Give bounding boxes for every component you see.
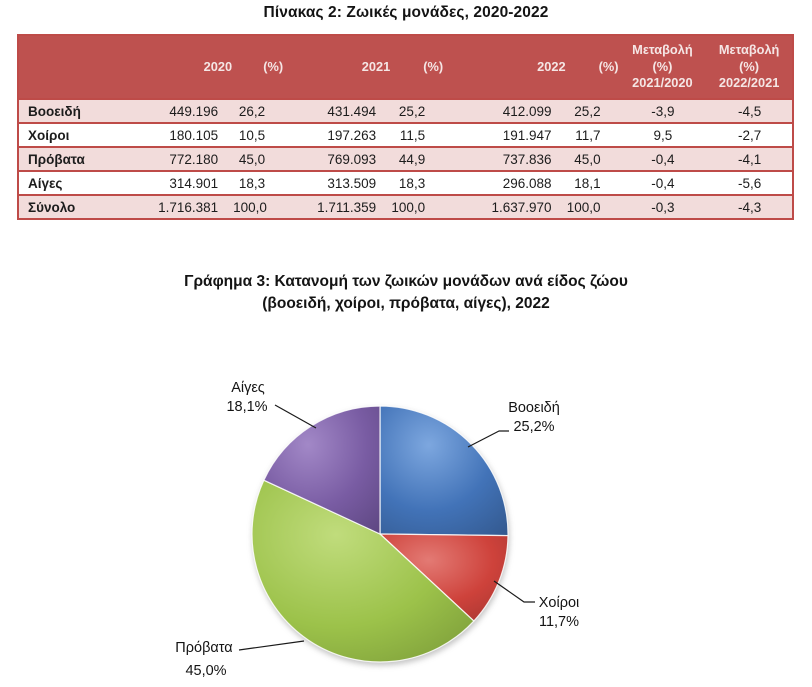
table-row-cattle: Βοοειδή 449.196 26,2 431.494 25,2 412.09… xyxy=(18,99,793,123)
cell-2022: 191.947 xyxy=(502,127,552,143)
pie-label-goats-pct: 18,1% xyxy=(226,399,267,415)
cell-pct-2022: 45,0 xyxy=(574,151,601,167)
cell-pct-2020: 100,0 xyxy=(233,199,267,215)
row-label: Βοοειδή xyxy=(28,103,81,119)
col-header-pct-2020: (%) xyxy=(232,35,284,99)
animal-units-table: 2020 (%) 2021 (%) 2022 (%) Μεταβολή (%) … xyxy=(17,34,794,220)
cell-2021: 197.263 xyxy=(327,127,377,143)
cell-2021: 431.494 xyxy=(327,103,377,119)
pie-slice-Βοοειδή xyxy=(379,405,509,537)
table-row-pigs: Χοίροι 180.105 10,5 197.263 11,5 191.947… xyxy=(18,123,793,147)
cell-2022: 737.836 xyxy=(502,151,552,167)
cell-pct-2022: 18,1 xyxy=(574,175,601,191)
cell-pct-2020: 18,3 xyxy=(238,175,266,191)
leader-line-sheep xyxy=(238,640,305,651)
animal-units-table-wrap: 2020 (%) 2021 (%) 2022 (%) Μεταβολή (%) … xyxy=(17,34,794,220)
cell-pct-2021: 44,9 xyxy=(398,151,426,167)
cell-pct-2021: 18,3 xyxy=(398,175,426,191)
cell-change-1: -0,4 xyxy=(651,151,675,167)
cell-2020: 180.105 xyxy=(169,127,219,143)
pie-label-sheep-pct: 45,0% xyxy=(185,663,226,679)
cell-pct-2020: 26,2 xyxy=(238,103,266,119)
chart-title-line1: Γράφημα 3: Κατανομή των ζωικών μονάδων α… xyxy=(184,273,628,290)
chart-title: Γράφημα 3: Κατανομή των ζωικών μονάδων α… xyxy=(0,271,812,314)
cell-change-1: 9,5 xyxy=(653,127,673,143)
col-header-2022: 2022 xyxy=(443,35,566,99)
col-header-change-2022-2021: Μεταβολή (%) 2022/2021 xyxy=(706,35,793,99)
cell-pct-2022: 100,0 xyxy=(566,199,601,215)
cell-change-2: -4,1 xyxy=(738,151,762,167)
row-label: Σύνολο xyxy=(28,199,76,215)
pie-slice-Χοίροι xyxy=(378,533,509,622)
cell-change-1: -0,4 xyxy=(651,175,675,191)
cell-pct-2020: 10,5 xyxy=(238,127,266,143)
cell-2022: 1.637.970 xyxy=(491,199,552,215)
cell-2020: 1.716.381 xyxy=(158,199,219,215)
col-header-blank xyxy=(18,35,136,99)
pie-label-cattle-name: Βοοειδή xyxy=(508,400,560,416)
cell-change-1: -3,9 xyxy=(651,103,675,119)
col-header-2020: 2020 xyxy=(135,35,233,99)
cell-2020: 772.180 xyxy=(169,151,219,167)
table-row-sheep: Πρόβατα 772.180 45,0 769.093 44,9 737.83… xyxy=(18,147,793,171)
leader-line-pigs xyxy=(493,580,535,603)
pie-label-pigs-name: Χοίροι xyxy=(539,595,580,611)
col-header-change-2021-2020: Μεταβολή (%) 2021/2020 xyxy=(618,35,707,99)
table-title: Πίνακας 2: Ζωικές μονάδες, 2020-2022 xyxy=(263,4,549,21)
cell-pct-2021: 25,2 xyxy=(398,103,426,119)
table-row-total: Σύνολο 1.716.381 100,0 1.711.359 100,0 1… xyxy=(18,195,793,219)
pie-label-cattle-pct: 25,2% xyxy=(513,419,554,435)
row-label: Χοίροι xyxy=(28,127,70,143)
col-header-2021: 2021 xyxy=(283,35,391,99)
pie-label-goats-name: Αίγες xyxy=(231,380,265,396)
cell-2020: 314.901 xyxy=(169,175,219,191)
cell-2021: 769.093 xyxy=(327,151,377,167)
leader-line-cattle xyxy=(467,430,509,448)
cell-pct-2022: 25,2 xyxy=(574,103,601,119)
table-row-goats: Αίγες 314.901 18,3 313.509 18,3 296.088 … xyxy=(18,171,793,195)
cell-2021: 1.711.359 xyxy=(317,199,377,215)
col-header-pct-2022: (%) xyxy=(565,35,619,99)
cell-2022: 412.099 xyxy=(502,103,552,119)
cell-pct-2020: 45,0 xyxy=(238,151,266,167)
cell-2020: 449.196 xyxy=(169,103,219,119)
pie-slices xyxy=(251,405,509,663)
pie-slice-Πρόβατα xyxy=(251,479,475,663)
cell-change-2: -4,3 xyxy=(738,199,762,215)
cell-change-2: -4,5 xyxy=(738,103,762,119)
row-label: Αίγες xyxy=(28,175,63,191)
row-label: Πρόβατα xyxy=(28,151,85,167)
pie-chart-svg: Αίγες 18,1% Βοοειδή 25,2% Χοίροι 11,7% Π… xyxy=(175,380,580,679)
cell-change-2: -2,7 xyxy=(738,127,762,143)
chart-title-line2: (βοοειδή, χοίροι, πρόβατα, αίγες), 2022 xyxy=(262,294,550,312)
pie-slice-Αίγες xyxy=(263,405,381,535)
cell-2022: 296.088 xyxy=(502,175,552,191)
cell-change-1: -0,3 xyxy=(651,199,675,215)
cell-pct-2021: 11,5 xyxy=(399,127,426,143)
pie-label-pigs-pct: 11,7% xyxy=(539,614,579,630)
cell-2021: 313.509 xyxy=(327,175,377,191)
leader-line-goats xyxy=(274,404,317,429)
cell-pct-2022: 11,7 xyxy=(575,127,601,143)
pie-label-sheep-name: Πρόβατα xyxy=(175,640,232,656)
header-row: 2020 (%) 2021 (%) 2022 (%) Μεταβολή (%) … xyxy=(18,35,793,99)
col-header-pct-2021: (%) xyxy=(390,35,444,99)
cell-pct-2021: 100,0 xyxy=(391,199,426,215)
cell-change-2: -5,6 xyxy=(738,175,762,191)
